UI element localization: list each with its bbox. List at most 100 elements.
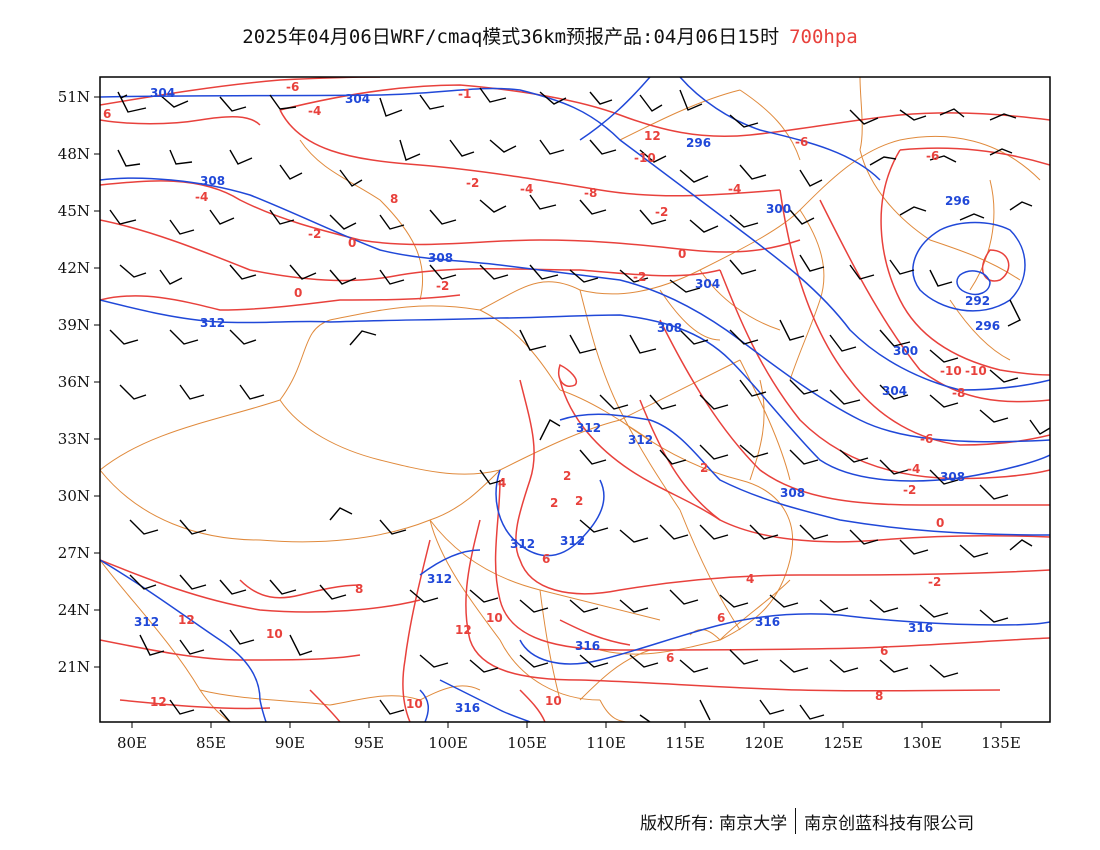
lat-label: 36N — [58, 373, 90, 391]
temp-label: 0 — [936, 516, 944, 530]
temp-label: 12 — [150, 695, 167, 709]
height-label: 304 — [345, 92, 370, 106]
footer-divider — [795, 808, 797, 834]
height-label: 304 — [882, 384, 907, 398]
temp-label: 8 — [390, 192, 398, 206]
lat-label: 42N — [58, 259, 90, 277]
lat-label: 27N — [58, 544, 90, 562]
height-label: 296 — [975, 319, 1000, 333]
lon-label: 95E — [354, 734, 384, 752]
height-label: 308 — [780, 486, 805, 500]
temp-label: -1 — [458, 87, 471, 101]
temp-label: -2 — [655, 205, 668, 219]
temp-label: -4 — [728, 182, 741, 196]
temp-label: -4 — [308, 104, 321, 118]
temp-label: 12 — [455, 623, 472, 637]
height-label: 300 — [893, 344, 918, 358]
temp-label: 10 — [406, 697, 423, 711]
temp-label: -2 — [633, 270, 646, 284]
temp-label: 6 — [103, 107, 111, 121]
temp-label: 6 — [880, 644, 888, 658]
temp-label: 10 — [486, 611, 503, 625]
title-text: 2025年04月06日WRF/cmaq模式36km预报产品:04月06日15时 — [242, 26, 780, 48]
lon-label: 90E — [275, 734, 305, 752]
height-label: 316 — [908, 621, 933, 635]
lon-label: 85E — [196, 734, 226, 752]
axis-ticks — [94, 96, 1002, 728]
temp-label: -8 — [952, 386, 965, 400]
temp-label: -6 — [926, 149, 939, 163]
height-contours — [100, 77, 1050, 722]
temp-label: -2 — [466, 176, 479, 190]
temp-label: 6 — [666, 651, 674, 665]
height-label: 312 — [510, 537, 535, 551]
temp-label: 2 — [700, 461, 708, 475]
x-axis-labels: 80E 85E 90E 95E 100E 105E 110E 115E 120E… — [117, 734, 1021, 752]
height-label: 312 — [576, 421, 601, 435]
lon-label: 80E — [117, 734, 147, 752]
temp-label: -10 — [965, 364, 987, 378]
copyright-company: 南京创蓝科技有限公司 — [804, 813, 975, 834]
height-label: 308 — [200, 174, 225, 188]
temp-label: -2 — [903, 483, 916, 497]
lat-label: 39N — [58, 316, 90, 334]
temp-label: 4 — [498, 476, 506, 490]
temp-label: -10 — [634, 151, 656, 165]
temp-label: 2 — [563, 469, 571, 483]
temp-label: 4 — [746, 572, 754, 586]
temp-label: 0 — [348, 236, 356, 250]
height-label: 316 — [755, 615, 780, 629]
height-label: 316 — [455, 701, 480, 715]
temp-label: 12 — [178, 613, 195, 627]
lon-label: 110E — [586, 734, 626, 752]
temp-label: 10 — [266, 627, 283, 641]
temp-label: -2 — [436, 279, 449, 293]
height-label: 312 — [134, 615, 159, 629]
lat-label: 33N — [58, 430, 90, 448]
temp-label: 12 — [644, 129, 661, 143]
lon-label: 105E — [507, 734, 547, 752]
temp-label: 0 — [678, 247, 686, 261]
lon-label: 130E — [902, 734, 942, 752]
height-contour-labels: 304 304 296 308 300 296 308 304 308 292 … — [134, 86, 1000, 715]
temp-label: 10 — [545, 694, 562, 708]
wind-barbs — [109, 87, 1050, 722]
lon-label: 135E — [981, 734, 1021, 752]
height-label: 312 — [200, 316, 225, 330]
height-label: 300 — [766, 202, 791, 216]
height-label: 296 — [686, 136, 711, 150]
temp-label: 2 — [575, 494, 583, 508]
lon-label: 100E — [428, 734, 468, 752]
temp-label: -6 — [795, 135, 808, 149]
temp-label: 8 — [875, 689, 883, 703]
height-label: 312 — [427, 572, 452, 586]
lat-label: 30N — [58, 487, 90, 505]
height-label: 312 — [560, 534, 585, 548]
pressure-level: 700hpa — [789, 26, 858, 48]
lon-label: 115E — [665, 734, 705, 752]
temp-label: -4 — [520, 182, 533, 196]
height-label: 304 — [695, 277, 720, 291]
lat-label: 48N — [58, 145, 90, 163]
height-label: 308 — [428, 251, 453, 265]
copyright-footer: 版权所有: 南京大学 南京创蓝科技有限公司 — [640, 808, 1060, 834]
chart-title: 2025年04月06日WRF/cmaq模式36km预报产品:04月06日15时 7… — [0, 22, 1100, 49]
lat-label: 21N — [58, 658, 90, 676]
y-axis-labels: 51N 48N 45N 42N 39N 36N 33N 30N 27N 24N … — [58, 88, 90, 676]
height-label: 304 — [150, 86, 175, 100]
height-label: 316 — [575, 639, 600, 653]
temperature-contour-labels: -6 -6 -1 6 -4 12 -10 -6 -10 -2 -4 -8 -4 … — [103, 80, 987, 711]
lon-label: 120E — [744, 734, 784, 752]
lat-label: 45N — [58, 202, 90, 220]
height-label: 312 — [628, 433, 653, 447]
temp-label: -6 — [920, 432, 933, 446]
height-label: 296 — [945, 194, 970, 208]
height-label: 308 — [657, 321, 682, 335]
temp-label: -2 — [928, 575, 941, 589]
temp-label: 8 — [355, 582, 363, 596]
temp-label: -8 — [584, 186, 597, 200]
height-label: 292 — [965, 294, 990, 308]
lat-label: 51N — [58, 88, 90, 106]
border-lines — [100, 77, 1041, 722]
